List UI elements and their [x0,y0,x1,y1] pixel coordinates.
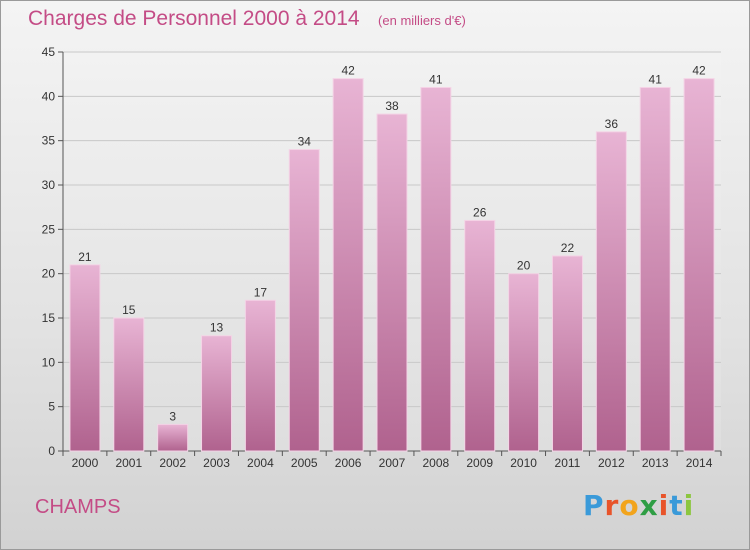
bar [551,255,583,452]
x-tick-label: 2006 [335,456,362,470]
chart-title: Charges de Personnel 2000 à 2014 [28,7,360,30]
proxiti-logo: Proxiti [583,489,694,522]
chart-unit: (en milliers d'€) [378,13,466,28]
data-label: 26 [473,205,487,219]
bar [683,78,715,452]
x-tick-label: 2004 [247,456,274,470]
y-tick-label: 15 [42,311,56,325]
data-label: 34 [298,135,312,149]
y-tick-label: 5 [48,400,55,414]
y-tick-label: 0 [48,444,55,458]
bar [595,131,627,452]
x-tick-label: 2007 [379,456,406,470]
logo-letter: t [669,489,684,522]
data-label: 13 [210,321,224,335]
y-tick-label: 30 [42,178,56,192]
bar [157,423,189,452]
y-tick-label: 20 [42,267,56,281]
bar [201,335,233,452]
x-tick-label: 2012 [598,456,625,470]
data-label: 22 [561,241,575,255]
logo-letter: x [639,489,659,522]
x-tick-label: 2008 [423,456,450,470]
x-tick-label: 2003 [203,456,230,470]
data-label: 17 [254,285,268,299]
data-label: 38 [385,99,399,113]
x-tick-label: 2005 [291,456,318,470]
x-tick-label: 2001 [115,456,142,470]
data-label: 42 [692,64,706,78]
bar [244,299,276,452]
title-row: Charges de Personnel 2000 à 2014 (en mil… [28,7,466,31]
bar [464,219,496,452]
y-tick-label: 10 [42,355,56,369]
data-label: 3 [169,409,176,423]
logo-letter: i [683,489,695,522]
data-label: 15 [122,303,136,317]
bar [288,149,320,452]
y-tick-label: 25 [42,222,56,236]
logo-letter: P [583,489,605,522]
bar [639,86,671,452]
logo-letter: o [619,489,640,522]
y-tick-label: 40 [42,89,56,103]
commune-name: CHAMPS [35,496,121,518]
x-tick-label: 2000 [72,456,99,470]
data-label: 41 [429,72,443,86]
x-tick-label: 2002 [159,456,186,470]
y-tick-label: 35 [42,134,56,148]
x-tick-label: 2010 [510,456,537,470]
logo-letter: r [604,489,620,522]
data-label: 42 [341,64,355,78]
data-label: 21 [78,250,92,264]
y-tick-label: 45 [42,45,56,59]
x-tick-label: 2014 [686,456,713,470]
bar [332,78,364,452]
bar [420,86,452,452]
bar [376,113,408,452]
bar [113,317,145,452]
plot-area: 0 5 10 15 20 25 30 35 40 45 21 2000 15 2001 3 2002 13 200… [42,45,722,470]
data-label: 41 [649,72,663,86]
data-label: 36 [605,117,619,131]
x-tick-label: 2013 [642,456,669,470]
x-tick-label: 2011 [555,456,581,470]
bar [69,264,101,452]
data-label: 20 [517,259,531,273]
bar [508,273,540,452]
logo-letter: i [658,489,670,522]
x-tick-label: 2009 [466,456,493,470]
